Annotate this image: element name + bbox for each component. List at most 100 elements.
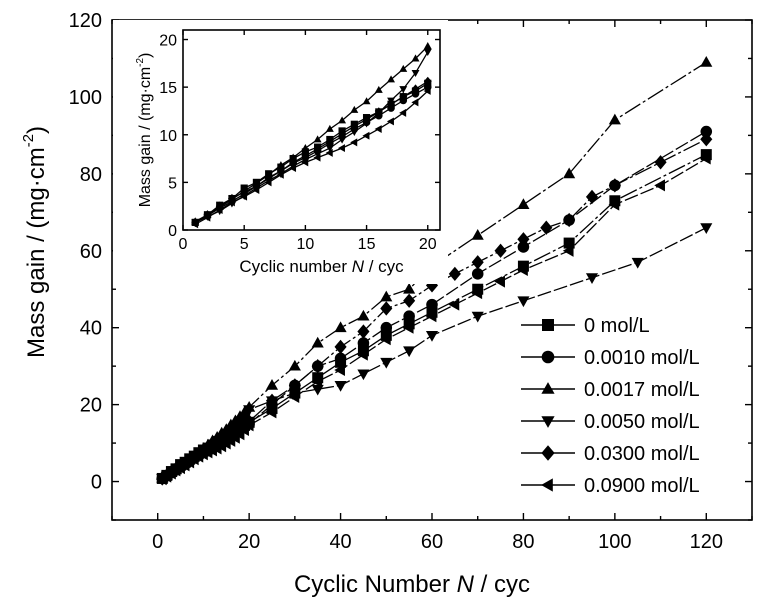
inset-x-tick-label: 5 [240,236,249,253]
inset-data-point [191,220,199,229]
legend-label: 0.0010 mol/L [584,347,700,369]
y-tick-label: 100 [69,87,102,109]
data-point [608,178,621,193]
data-point [494,243,507,258]
data-point [403,293,416,308]
inset-data-point [350,129,359,137]
data-point [288,390,300,403]
x-tick-label: 100 [598,531,631,553]
data-point [425,330,439,342]
data-point [334,321,347,333]
data-point [471,311,484,323]
inset-data-point [362,97,371,105]
inset-data-point [399,64,408,72]
data-point [448,266,461,281]
inset-background [113,20,448,284]
inset-data-point [411,90,420,98]
inset-data-point [252,186,260,194]
inset-data-point [264,178,272,187]
data-point [403,310,415,322]
data-point [654,179,665,192]
legend-label: 0.0050 mol/L [584,411,700,433]
data-point [311,336,324,348]
data-point [242,419,254,432]
legend-marker [541,382,555,394]
inset-data-point [325,124,334,132]
data-point [380,357,393,369]
legend-label: 0.0017 mol/L [584,379,700,401]
inset-data-point [386,117,394,126]
data-point [403,346,416,358]
y-tick-label: 0 [91,472,102,494]
inset-data-point [362,131,370,140]
x-tick-label: 120 [690,531,723,553]
inset-data-point [350,105,359,113]
inset-data-point [399,108,407,117]
inset-data-point [313,153,321,162]
inset-data-point [215,201,224,211]
series-0-0900-mol-L [155,152,711,486]
data-point [563,212,576,228]
y-axis-label: Mass gain / (mg·cm-2) [21,126,50,358]
y-tick-label: 60 [80,241,102,263]
legend-entry: 0.0050 mol/L [521,411,700,433]
inset-data-point [411,54,420,62]
data-point [700,55,713,67]
data-point [334,339,347,355]
data-point [425,310,437,323]
data-point [585,189,599,205]
inset-x-tick-label: 10 [296,236,314,253]
data-point [471,255,484,270]
data-point [379,333,391,346]
inset-data-point [337,144,345,153]
data-point [243,405,256,416]
x-tick-label: 20 [238,531,260,553]
data-point [699,152,711,165]
x-tick-label: 60 [421,531,443,553]
inset-data-point [350,138,358,147]
inset-data-point [301,143,310,151]
legend-marker [541,445,555,461]
inset-data-point [374,85,383,93]
legend-entry: 0.0017 mol/L [521,379,700,401]
inset-data-point [313,150,322,158]
inset-y-tick-label: 15 [159,80,177,97]
inset-data-point [399,91,408,102]
inset-data-point [276,170,284,179]
data-point [311,384,324,396]
y-tick-label: 120 [69,10,102,32]
data-point [631,257,644,269]
data-point [562,244,574,257]
inset-data-point [289,153,298,161]
legend-marker [541,478,553,492]
x-tick-label: 80 [512,531,534,553]
inset-data-point [423,42,432,50]
x-axis-label: Cyclic Number N / cyc [294,571,530,598]
data-point [517,198,530,210]
data-point [380,290,393,302]
inset-data-point [289,164,297,173]
inset-data-point [423,49,432,57]
inset-data-point [325,148,333,157]
data-point [288,378,301,393]
legend-entry: 0.0300 mol/L [521,443,700,465]
data-point [357,337,370,349]
data-point [540,220,553,235]
inset-data-point [227,198,235,207]
data-point [517,296,530,308]
inset-data-point [374,125,382,134]
data-point [517,263,528,277]
inset-data-point [240,192,248,201]
inset-data-point [423,76,432,87]
data-point [357,369,370,381]
data-point [380,321,393,334]
y-tick-label: 80 [80,164,102,186]
data-point [448,298,460,311]
inset-data-point [338,116,347,124]
data-point [334,352,347,365]
y-tick-label: 40 [80,318,102,340]
data-point [654,155,667,170]
data-point [402,321,414,334]
data-point [517,241,530,253]
